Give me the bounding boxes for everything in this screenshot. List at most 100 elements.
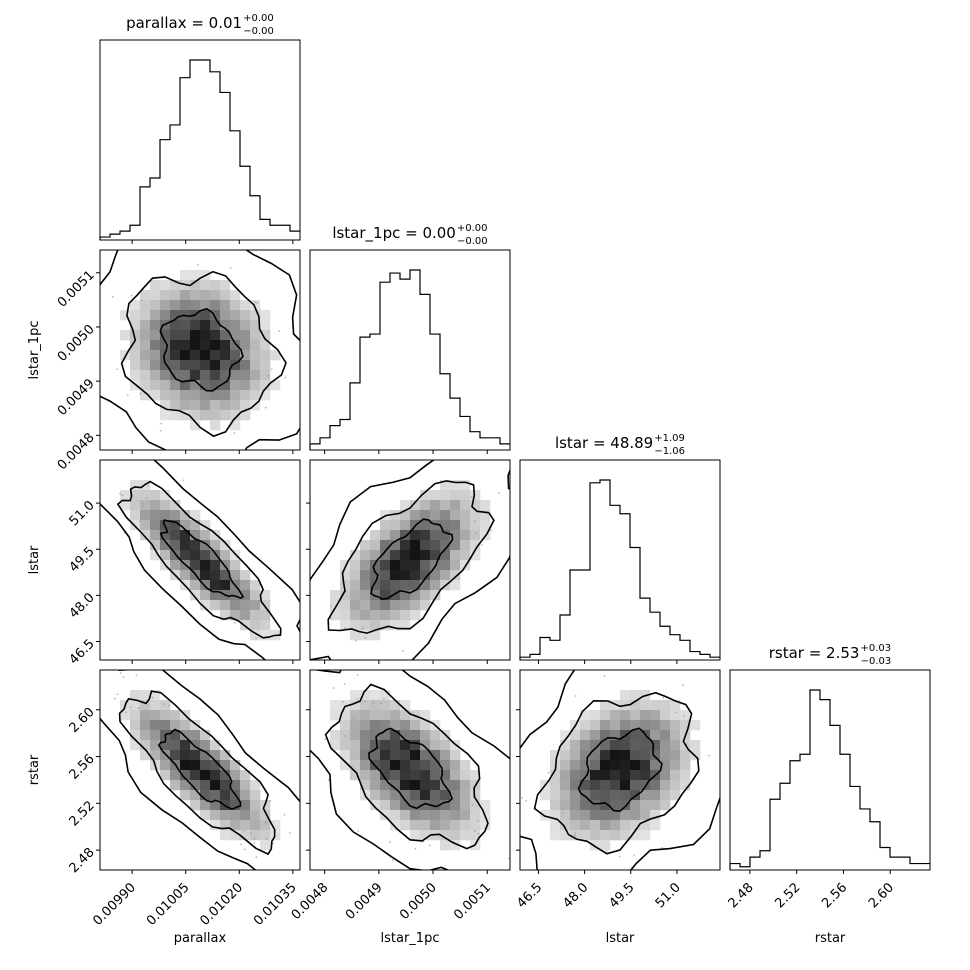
density-cell (410, 560, 421, 571)
density-cell (400, 740, 411, 751)
density-cell (350, 580, 361, 591)
density-cell (390, 770, 401, 781)
density-cell (640, 770, 651, 781)
density-cell (580, 820, 591, 831)
density-cell (120, 490, 131, 501)
density-cell (600, 720, 611, 731)
xtick-label-parallax: 0.00990 (90, 880, 139, 929)
density-cell (230, 830, 241, 841)
density-cell (150, 360, 161, 371)
xtick-label-rstar: 2.56 (819, 880, 850, 911)
density-cell (180, 780, 191, 791)
density-cell (150, 330, 161, 341)
density-cell (130, 730, 141, 741)
density-cell (440, 800, 451, 811)
density-cell (340, 710, 351, 721)
density-cell (400, 730, 411, 741)
density-cell (240, 780, 251, 791)
sample-point (356, 674, 359, 676)
density-cell (400, 590, 411, 601)
density-cell (660, 720, 671, 731)
density-cell (620, 740, 631, 751)
density-cell (150, 550, 161, 561)
density-cell (620, 790, 631, 801)
sample-point (661, 847, 664, 849)
hist-title-lstar_1pc: lstar_1pc = 0.00+0.00 −0.00 (332, 223, 487, 247)
density-cell (350, 600, 361, 611)
xtick-label-lstar: 49.5 (607, 880, 638, 911)
density-cell (210, 380, 221, 391)
density-cell (430, 780, 441, 791)
density-cell (260, 320, 271, 331)
density-cell (560, 770, 571, 781)
density-cell (190, 340, 201, 351)
density-cell (450, 570, 461, 581)
sample-point (130, 706, 132, 709)
density-cell (220, 360, 231, 371)
density-cell (120, 500, 131, 511)
density-cell (150, 700, 161, 711)
density-cell (210, 530, 221, 541)
density-cell (450, 550, 461, 561)
density-cell (150, 370, 161, 381)
density-cell (380, 570, 391, 581)
density-cell (150, 290, 161, 301)
density-cell (630, 800, 641, 811)
density-cell (170, 530, 181, 541)
density-cell (230, 570, 241, 581)
density-cell (420, 790, 431, 801)
density-cell (160, 500, 171, 511)
density-cell (130, 490, 141, 501)
density-cell (190, 720, 201, 731)
density-cell (230, 810, 241, 821)
density-cell (250, 310, 261, 321)
density-cell (170, 410, 181, 421)
panel-lstar-vs-parallax (96, 459, 301, 664)
density-cell (150, 740, 161, 751)
contour-line (368, 727, 454, 810)
density-cell (410, 770, 421, 781)
density-cell (340, 570, 351, 581)
density-cell (450, 500, 461, 511)
density-cell (400, 520, 411, 531)
density-cell (650, 740, 661, 751)
density-cell (200, 730, 211, 741)
density-cell (380, 550, 391, 561)
hist-panel-lstar: lstar = 48.89+1.09 −1.06 (519, 433, 721, 664)
density-cell (130, 310, 141, 321)
density-cell (640, 780, 651, 791)
density-cell (250, 350, 261, 361)
density-cell (390, 800, 401, 811)
density-cell (160, 310, 171, 321)
density-cell (360, 750, 371, 761)
density-cell (340, 600, 351, 611)
density-cell (580, 760, 591, 771)
density-cell (180, 750, 191, 761)
density-cell (170, 500, 181, 511)
density-cell (560, 800, 571, 811)
density-cell (610, 830, 621, 841)
density-cell (170, 740, 181, 751)
density-cell (690, 740, 701, 751)
density-cell (660, 750, 671, 761)
density-cell (200, 330, 211, 341)
xtick-label-lstar: 46.5 (514, 880, 545, 911)
density-cell (340, 560, 351, 571)
sample-point (182, 479, 185, 482)
density-cell (180, 510, 191, 521)
density-cell (470, 800, 481, 811)
density-cell (230, 600, 241, 611)
density-cell (610, 780, 621, 791)
contour-line (157, 728, 242, 810)
density-cell (340, 590, 351, 601)
density-cell (580, 810, 591, 821)
density-cell (650, 790, 661, 801)
density-cell (450, 580, 461, 591)
sample-point (111, 295, 114, 298)
sample-point (269, 800, 272, 802)
ylabel-lstar_1pc: lstar_1pc (27, 321, 42, 380)
density-cell (430, 800, 441, 811)
density-cell (390, 780, 401, 791)
density-cell (390, 510, 401, 521)
density-cell (380, 600, 391, 611)
